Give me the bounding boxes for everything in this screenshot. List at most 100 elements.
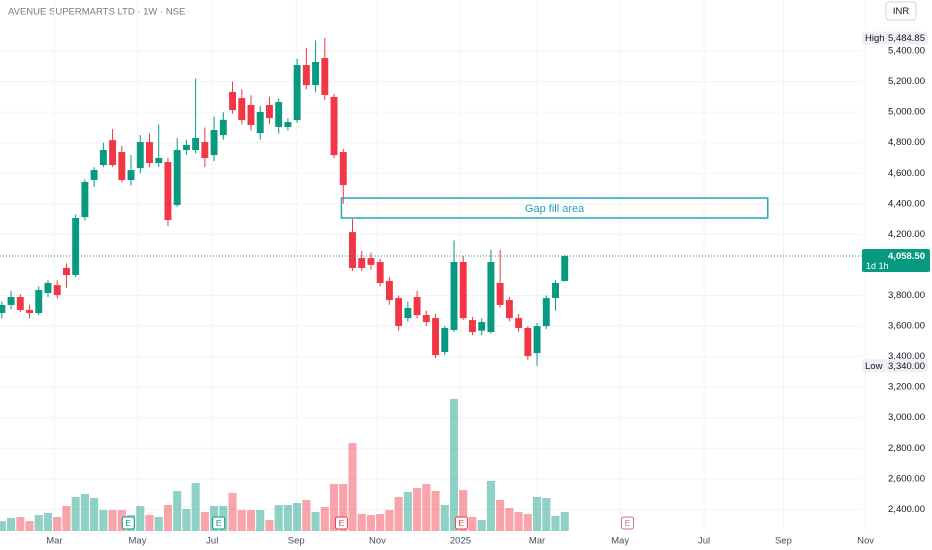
candle-body: [118, 152, 126, 180]
volume-bar: [71, 497, 80, 531]
volume-bar: [413, 488, 422, 531]
candle-body: [72, 218, 80, 276]
volume-bar: [80, 494, 89, 531]
price-pill-bg: [862, 359, 928, 373]
event-marker: [212, 516, 226, 530]
volume-bar: [25, 521, 34, 531]
candle-body: [127, 170, 135, 180]
volume-bar: [191, 483, 200, 531]
volume-bar: [329, 484, 339, 531]
candle-body: [321, 58, 329, 96]
y-tick-label: 2,400.00: [888, 504, 925, 515]
volume-bar: [246, 510, 256, 531]
candle-body: [16, 297, 24, 310]
candle-body: [90, 170, 98, 180]
event-marker: [454, 516, 468, 530]
volume-bar: [376, 514, 385, 531]
y-tick-label: 5,000.00: [888, 107, 925, 118]
price-pill-bg: [862, 31, 928, 45]
volume-bar: [53, 517, 62, 531]
price-pill-name: High: [865, 33, 885, 44]
volume-bar: [339, 484, 348, 531]
volume-bar: [200, 512, 209, 531]
candle-body: [0, 304, 6, 314]
candle-body: [7, 297, 15, 305]
volume-bar: [154, 517, 163, 531]
volume-bar: [293, 503, 302, 531]
candle-body: [302, 65, 310, 86]
volume-bar: [385, 510, 394, 531]
candle-body: [210, 130, 218, 156]
price-pill-value: 5,484.85: [888, 33, 925, 44]
candle-body: [44, 282, 52, 294]
candle-body: [542, 298, 550, 327]
currency-label[interactable]: INR: [893, 6, 910, 17]
volume-bar: [449, 399, 459, 531]
x-tick-label: Jul: [206, 536, 218, 547]
y-tick-label: 3,800.00: [888, 290, 925, 301]
candle-body: [164, 162, 172, 221]
volume-bar: [357, 514, 366, 531]
candle-body: [432, 318, 440, 356]
candle-body: [26, 309, 33, 314]
volume-bar: [90, 498, 99, 531]
y-tick-label: 4,600.00: [888, 168, 925, 179]
volume-bar: [99, 510, 108, 531]
y-tick-label: 4,800.00: [888, 137, 925, 148]
candle-body: [81, 181, 89, 218]
x-tick-label: 2025: [450, 536, 471, 547]
candle-body: [265, 104, 273, 119]
x-tick-label: May: [129, 536, 147, 547]
volume-bar: [542, 498, 551, 531]
x-tick-label: Sep: [288, 536, 305, 547]
countdown-label: 1d 1h: [866, 261, 889, 271]
candle-body: [496, 282, 504, 305]
candle-body: [219, 119, 227, 136]
annotation-text: Gap fill area: [525, 203, 585, 215]
volume-bar: [505, 508, 514, 531]
x-tick-label: Mar: [46, 536, 62, 547]
candle-body: [450, 262, 458, 331]
currency-button[interactable]: [885, 1, 917, 21]
volume-bar: [348, 443, 357, 531]
volume-bar: [486, 481, 495, 531]
volume-bar: [459, 490, 468, 531]
volume-bar: [496, 500, 505, 531]
volume-bar: [551, 516, 560, 531]
candle-body: [358, 258, 366, 268]
candle-body: [284, 122, 292, 127]
x-tick-label: Jul: [698, 536, 710, 547]
volume-bar: [422, 484, 431, 531]
candle-body: [422, 315, 430, 323]
volume-bar: [394, 497, 403, 531]
candle-body: [136, 142, 144, 169]
y-tick-label: 3,600.00: [888, 321, 925, 332]
last-price-label: 4,058.50: [888, 251, 925, 262]
price-pill-name: Low: [865, 361, 883, 372]
volume-bar: [431, 491, 440, 531]
y-tick-label: 4,200.00: [888, 229, 925, 240]
candle-body: [247, 104, 255, 125]
volume-bar: [468, 517, 477, 531]
volume-bar: [274, 505, 283, 531]
candle-body: [182, 144, 190, 151]
x-tick-label: Nov: [369, 536, 386, 547]
candle-body: [146, 142, 153, 164]
event-label: E: [339, 518, 345, 528]
candle-body: [229, 91, 236, 111]
candle-body: [468, 320, 476, 332]
volume-bar: [403, 492, 412, 531]
y-tick-label: 5,400.00: [888, 46, 925, 57]
candle-body: [312, 62, 320, 86]
volume-bar: [145, 515, 154, 531]
candle-body: [404, 308, 412, 319]
y-tick-label: 2,600.00: [888, 473, 925, 484]
candle-body: [533, 326, 541, 354]
volume-bar: [283, 505, 292, 531]
candle-body: [256, 111, 264, 134]
volume-bar: [62, 506, 71, 531]
candle-body: [339, 152, 347, 186]
y-tick-label: 5,200.00: [888, 76, 925, 87]
